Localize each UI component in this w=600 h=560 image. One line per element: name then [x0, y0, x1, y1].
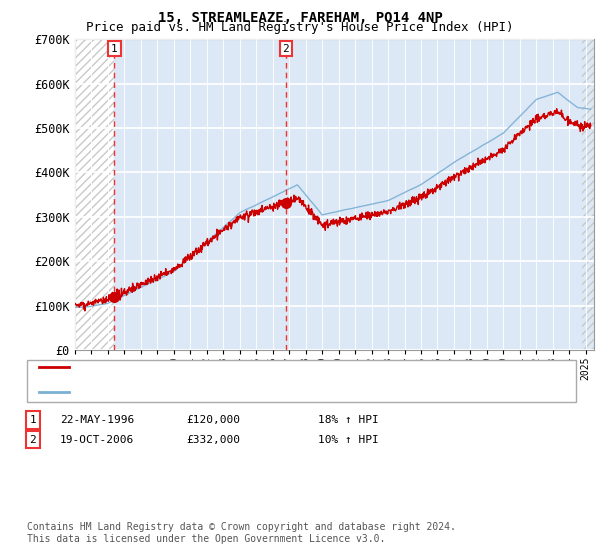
Text: HPI: Average price, detached house, Fareham: HPI: Average price, detached house, Fare… [75, 387, 365, 397]
Text: Price paid vs. HM Land Registry's House Price Index (HPI): Price paid vs. HM Land Registry's House … [86, 21, 514, 34]
Text: 19-OCT-2006: 19-OCT-2006 [60, 435, 134, 445]
Text: 2: 2 [283, 44, 289, 54]
Text: 18% ↑ HPI: 18% ↑ HPI [318, 415, 379, 425]
Text: 2: 2 [29, 435, 37, 445]
Text: 10% ↑ HPI: 10% ↑ HPI [318, 435, 379, 445]
Text: 15, STREAMLEAZE, FAREHAM, PO14 4NP: 15, STREAMLEAZE, FAREHAM, PO14 4NP [158, 11, 442, 25]
Text: £332,000: £332,000 [186, 435, 240, 445]
Text: £120,000: £120,000 [186, 415, 240, 425]
Text: 1: 1 [29, 415, 37, 425]
Bar [75, 39, 115, 350]
Text: 15, STREAMLEAZE, FAREHAM, PO14 4NP (detached house): 15, STREAMLEAZE, FAREHAM, PO14 4NP (deta… [75, 362, 419, 372]
Bar [75, 39, 115, 350]
Text: Contains HM Land Registry data © Crown copyright and database right 2024.
This d: Contains HM Land Registry data © Crown c… [27, 522, 456, 544]
Text: 1: 1 [111, 44, 118, 54]
Text: 22-MAY-1996: 22-MAY-1996 [60, 415, 134, 425]
Bar [115, 39, 594, 350]
Bar [583, 39, 594, 350]
